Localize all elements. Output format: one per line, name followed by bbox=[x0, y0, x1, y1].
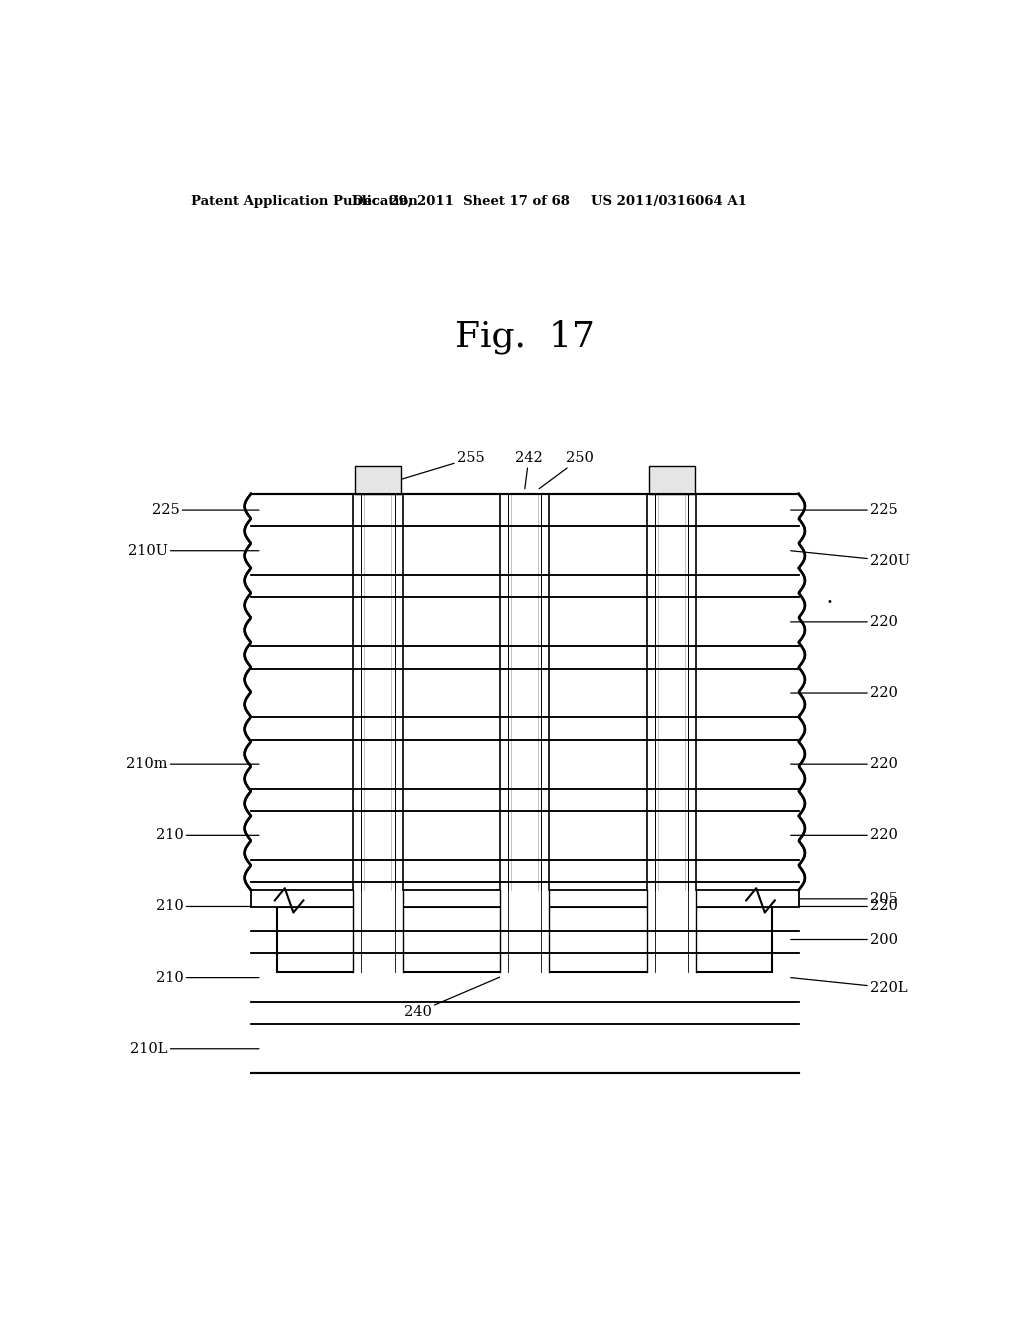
Polygon shape bbox=[251, 598, 799, 647]
Polygon shape bbox=[500, 859, 550, 882]
Polygon shape bbox=[353, 882, 402, 931]
Polygon shape bbox=[500, 647, 550, 669]
Polygon shape bbox=[353, 527, 402, 576]
Polygon shape bbox=[500, 669, 550, 718]
Text: 225: 225 bbox=[152, 503, 259, 517]
Polygon shape bbox=[500, 494, 550, 890]
Polygon shape bbox=[353, 1002, 402, 1024]
Polygon shape bbox=[251, 882, 799, 931]
Polygon shape bbox=[353, 598, 402, 647]
Text: 205: 205 bbox=[791, 892, 898, 906]
Polygon shape bbox=[278, 907, 772, 972]
Polygon shape bbox=[251, 890, 799, 907]
Polygon shape bbox=[647, 788, 696, 810]
Polygon shape bbox=[647, 598, 696, 647]
Polygon shape bbox=[648, 466, 694, 494]
Polygon shape bbox=[353, 788, 402, 810]
Polygon shape bbox=[355, 466, 401, 494]
Polygon shape bbox=[353, 494, 402, 527]
Polygon shape bbox=[500, 953, 550, 1002]
Polygon shape bbox=[251, 527, 799, 576]
Text: 220: 220 bbox=[791, 899, 898, 913]
Polygon shape bbox=[647, 576, 696, 598]
Polygon shape bbox=[353, 647, 402, 669]
Polygon shape bbox=[353, 1024, 402, 1073]
Text: Fig.  17: Fig. 17 bbox=[455, 319, 595, 354]
Polygon shape bbox=[647, 739, 696, 788]
Polygon shape bbox=[353, 859, 402, 882]
Polygon shape bbox=[647, 1024, 696, 1073]
Polygon shape bbox=[353, 931, 402, 953]
Polygon shape bbox=[500, 598, 550, 647]
Polygon shape bbox=[500, 788, 550, 810]
Polygon shape bbox=[510, 494, 540, 890]
Polygon shape bbox=[647, 718, 696, 739]
Polygon shape bbox=[251, 1024, 799, 1073]
Text: 220L: 220L bbox=[791, 978, 907, 995]
Polygon shape bbox=[647, 527, 696, 576]
Text: 210: 210 bbox=[156, 829, 259, 842]
Polygon shape bbox=[500, 1002, 550, 1024]
Polygon shape bbox=[656, 494, 687, 890]
Text: 242: 242 bbox=[515, 451, 543, 488]
Polygon shape bbox=[500, 739, 550, 788]
Text: 210L: 210L bbox=[130, 1041, 259, 1056]
Text: 220: 220 bbox=[791, 686, 898, 700]
Polygon shape bbox=[647, 931, 696, 953]
Polygon shape bbox=[251, 739, 799, 788]
Polygon shape bbox=[500, 1024, 550, 1073]
Text: US 2011/0316064 A1: US 2011/0316064 A1 bbox=[591, 194, 748, 207]
Polygon shape bbox=[647, 859, 696, 882]
Polygon shape bbox=[647, 1002, 696, 1024]
Text: 220: 220 bbox=[791, 829, 898, 842]
Text: Dec. 29, 2011  Sheet 17 of 68: Dec. 29, 2011 Sheet 17 of 68 bbox=[352, 194, 570, 207]
Text: 210U: 210U bbox=[128, 544, 259, 558]
Polygon shape bbox=[353, 576, 402, 598]
Polygon shape bbox=[500, 882, 550, 931]
Text: •: • bbox=[826, 597, 833, 607]
Polygon shape bbox=[500, 810, 550, 859]
Polygon shape bbox=[353, 810, 402, 859]
Text: 240: 240 bbox=[403, 966, 524, 1019]
Polygon shape bbox=[647, 494, 696, 890]
Polygon shape bbox=[647, 494, 696, 527]
Polygon shape bbox=[500, 494, 550, 527]
Polygon shape bbox=[500, 718, 550, 739]
Polygon shape bbox=[500, 931, 550, 953]
Text: 250: 250 bbox=[539, 451, 594, 488]
Polygon shape bbox=[647, 882, 696, 931]
Text: 255: 255 bbox=[370, 451, 484, 488]
Polygon shape bbox=[251, 810, 799, 859]
Polygon shape bbox=[353, 718, 402, 739]
Polygon shape bbox=[500, 576, 550, 598]
Text: Patent Application Publication: Patent Application Publication bbox=[191, 194, 418, 207]
Polygon shape bbox=[647, 647, 696, 669]
Polygon shape bbox=[353, 739, 402, 788]
Polygon shape bbox=[353, 669, 402, 718]
Text: 225: 225 bbox=[791, 503, 898, 517]
Text: 220U: 220U bbox=[791, 550, 910, 568]
Polygon shape bbox=[353, 953, 402, 1002]
Polygon shape bbox=[500, 527, 550, 576]
Text: 210: 210 bbox=[156, 970, 259, 985]
Text: 200: 200 bbox=[791, 932, 898, 946]
Text: 210m: 210m bbox=[126, 758, 259, 771]
Text: 220: 220 bbox=[791, 758, 898, 771]
Polygon shape bbox=[353, 494, 402, 890]
Text: 210: 210 bbox=[156, 899, 259, 913]
Polygon shape bbox=[647, 669, 696, 718]
Polygon shape bbox=[251, 953, 799, 1002]
Text: 220: 220 bbox=[791, 615, 898, 628]
Polygon shape bbox=[251, 669, 799, 718]
Polygon shape bbox=[647, 953, 696, 1002]
Polygon shape bbox=[647, 810, 696, 859]
Polygon shape bbox=[362, 494, 393, 890]
